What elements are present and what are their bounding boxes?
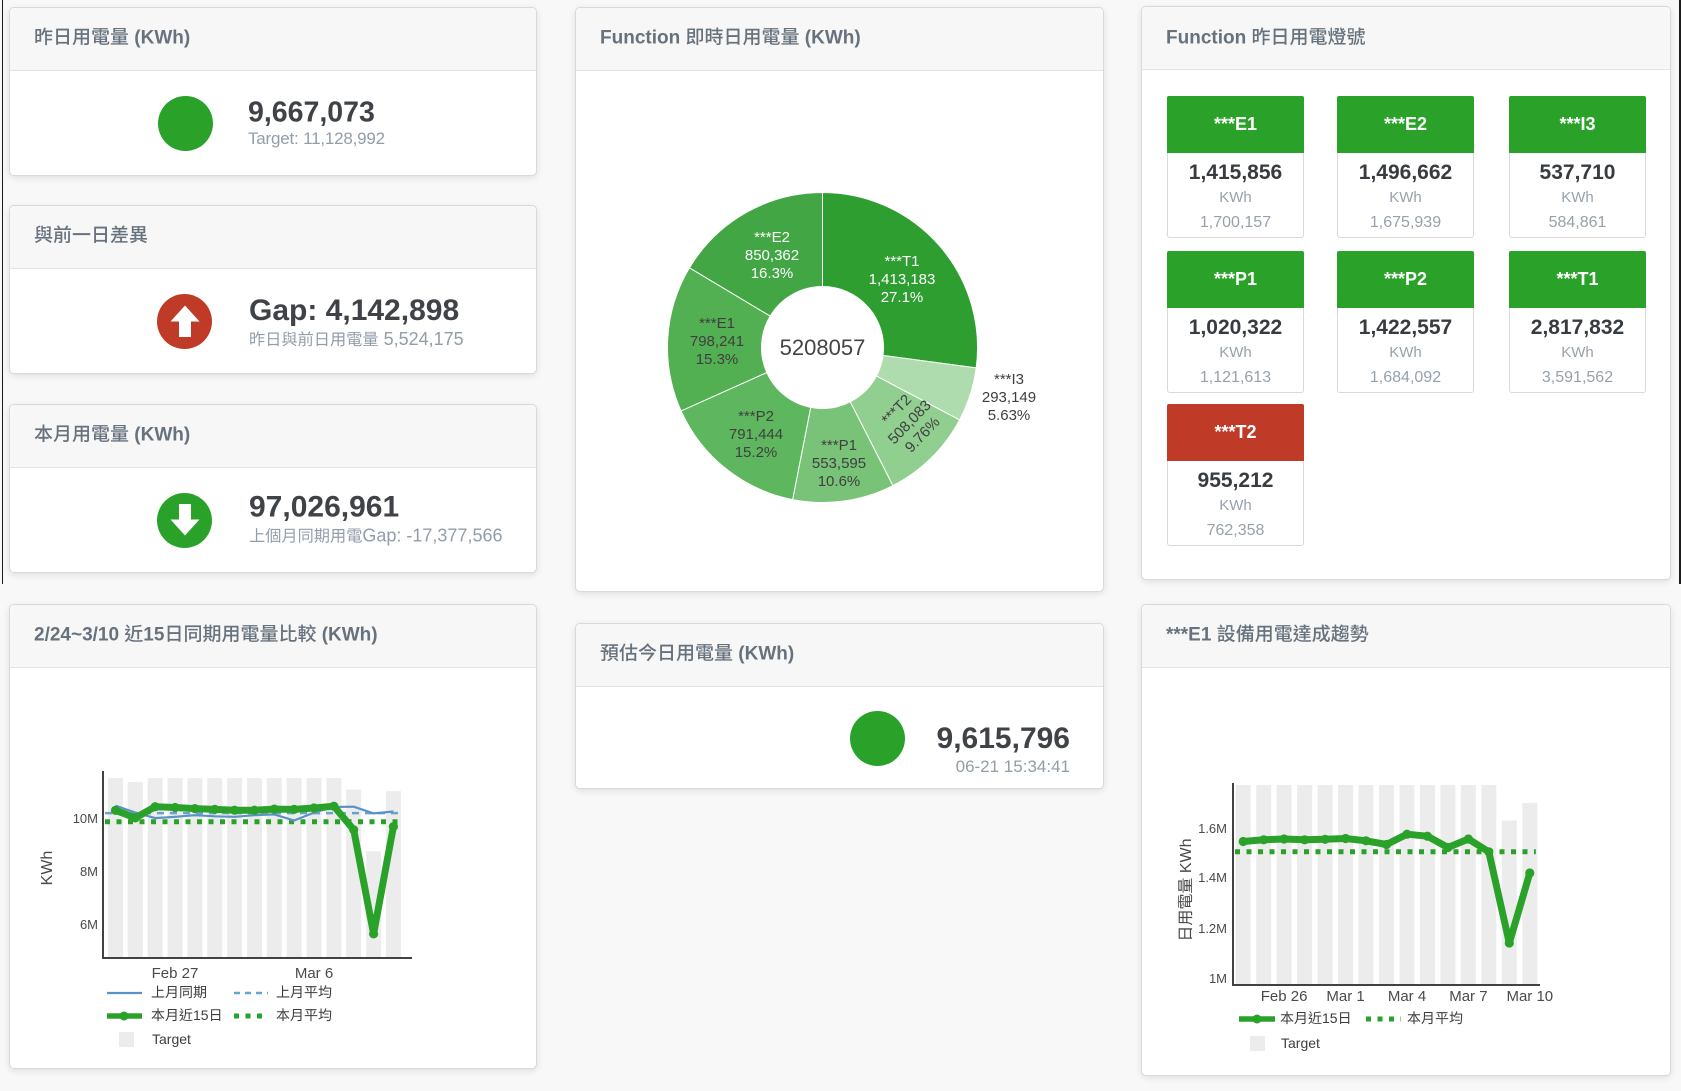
svg-text:Mar 4: Mar 4 (1388, 988, 1426, 1005)
svg-text:Mar 10: Mar 10 (1506, 988, 1553, 1005)
svg-text:10M: 10M (73, 811, 98, 826)
svg-text:1.2M: 1.2M (1198, 921, 1227, 936)
svg-text:1M: 1M (1209, 971, 1227, 986)
svg-text:8M: 8M (80, 864, 98, 879)
svg-text:1.4M: 1.4M (1198, 870, 1227, 885)
svg-text:Feb 27: Feb 27 (152, 965, 199, 982)
svg-text:Target: Target (152, 1031, 191, 1047)
svg-text:6M: 6M (80, 917, 98, 932)
svg-text:Mar 6: Mar 6 (295, 965, 333, 982)
svg-text:1.6M: 1.6M (1198, 821, 1227, 836)
svg-text:5208057: 5208057 (780, 335, 866, 360)
svg-text:Mar 7: Mar 7 (1449, 988, 1487, 1005)
svg-text:Feb 26: Feb 26 (1261, 988, 1308, 1005)
svg-text:KWh: KWh (39, 851, 56, 886)
svg-text:Mar 1: Mar 1 (1326, 988, 1364, 1005)
svg-text:Target: Target (1281, 1035, 1320, 1051)
